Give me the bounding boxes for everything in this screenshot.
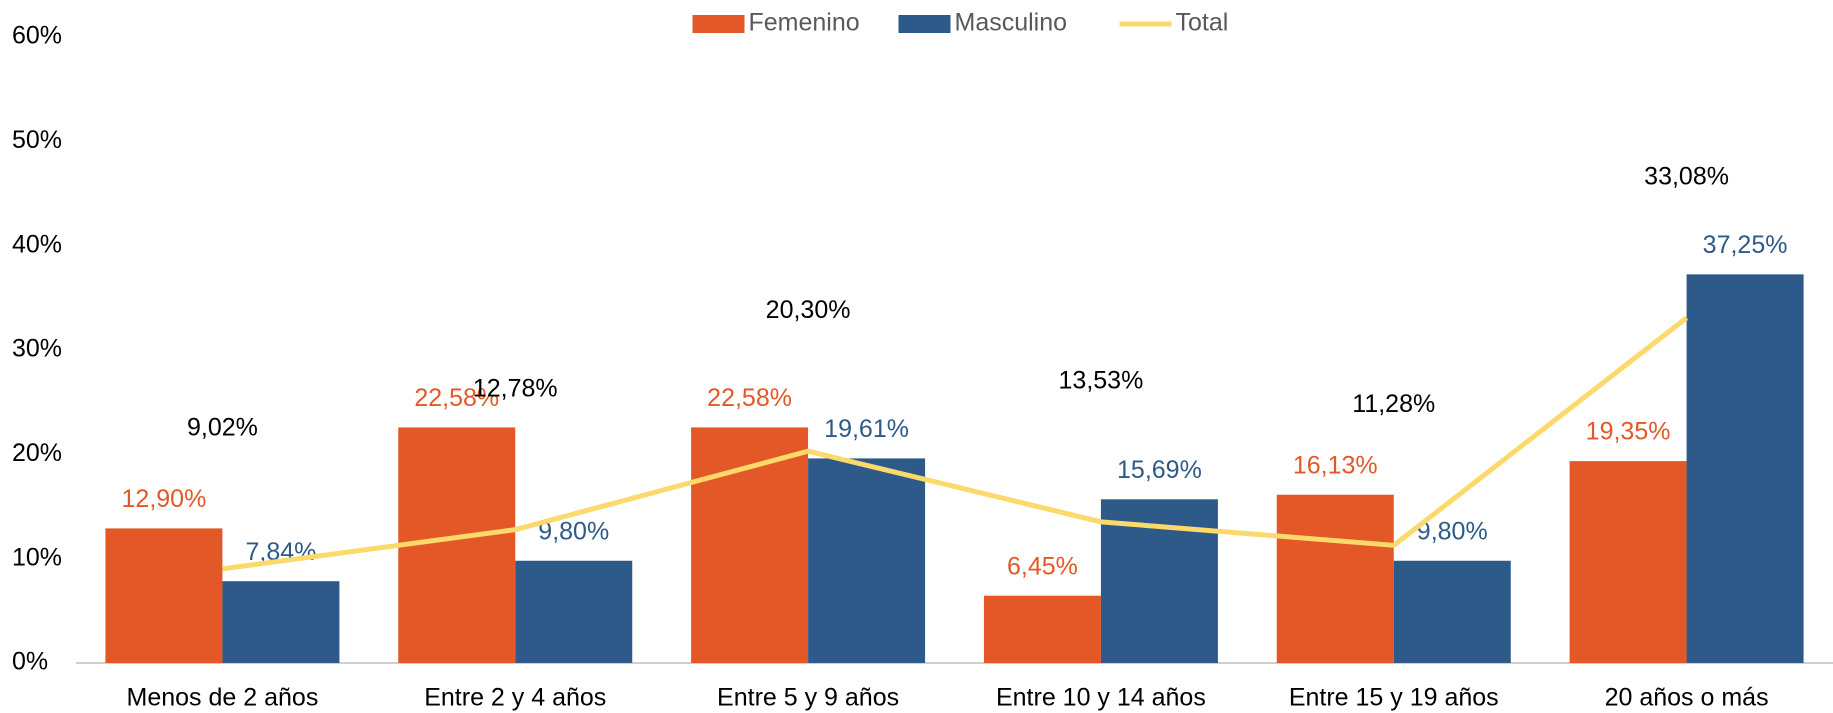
line-value-label: 20,30% bbox=[766, 296, 851, 324]
legend-swatch bbox=[898, 15, 951, 33]
bar bbox=[1569, 461, 1687, 663]
line-value-label: 11,28% bbox=[1352, 390, 1435, 418]
line-value-label: 13,53% bbox=[1059, 366, 1144, 394]
bar-value-label: 37,25% bbox=[1703, 231, 1788, 259]
bar-value-label: 22,58% bbox=[707, 384, 792, 412]
x-tick-label: Menos de 2 años bbox=[127, 684, 319, 712]
x-tick-label: Entre 2 y 4 años bbox=[424, 684, 606, 712]
legend-label: Masculino bbox=[955, 9, 1068, 37]
bar-value-label: 19,35% bbox=[1586, 418, 1671, 446]
x-tick-label: Entre 5 y 9 años bbox=[717, 684, 899, 712]
legend-label: Total bbox=[1176, 9, 1229, 37]
bar-value-label: 15,69% bbox=[1117, 456, 1202, 484]
legend-swatch bbox=[692, 15, 745, 33]
bar-value-label: 12,90% bbox=[122, 485, 207, 513]
x-tick-label: Entre 15 y 19 años bbox=[1289, 684, 1499, 712]
bar-value-label: 22,58% bbox=[414, 384, 499, 412]
y-tick-label: 20% bbox=[12, 439, 62, 467]
x-tick-label: 20 años o más bbox=[1605, 684, 1769, 712]
bar bbox=[1393, 560, 1511, 663]
line-value-label: 9,02% bbox=[187, 414, 258, 442]
bar bbox=[808, 458, 926, 663]
bar bbox=[105, 528, 223, 663]
x-tick-label: Entre 10 y 14 años bbox=[996, 684, 1206, 712]
bar-value-label: 19,61% bbox=[824, 415, 909, 443]
bar bbox=[983, 595, 1101, 663]
y-tick-label: 0% bbox=[12, 648, 48, 676]
bar bbox=[691, 427, 809, 663]
bar bbox=[1686, 274, 1804, 663]
line-value-label: 12,78% bbox=[473, 374, 558, 402]
legend-label: Femenino bbox=[749, 9, 860, 37]
y-tick-label: 40% bbox=[12, 230, 62, 258]
bar bbox=[515, 560, 633, 663]
line-series bbox=[222, 315, 1689, 572]
bar bbox=[1276, 494, 1394, 663]
y-tick-label: 50% bbox=[12, 126, 62, 154]
bar-value-label: 16,13% bbox=[1293, 451, 1378, 479]
y-tick-label: 10% bbox=[12, 543, 62, 571]
y-tick-label: 60% bbox=[12, 22, 62, 50]
y-tick-label: 30% bbox=[12, 335, 62, 363]
bar-value-label: 9,80% bbox=[1417, 517, 1488, 545]
bar-value-label: 6,45% bbox=[1007, 552, 1078, 580]
bar bbox=[222, 581, 340, 663]
line-value-label: 33,08% bbox=[1644, 162, 1729, 190]
